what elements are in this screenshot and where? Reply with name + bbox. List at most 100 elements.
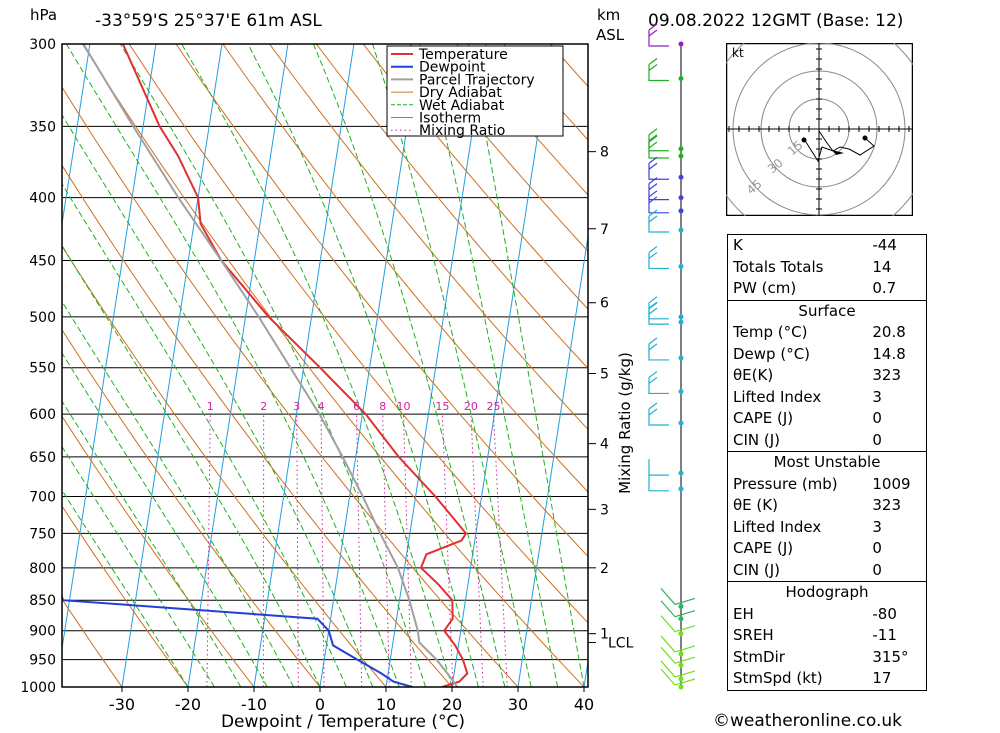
mixing-ratio-axis-title: Mixing Ratio (g/kg) xyxy=(616,352,634,494)
pressure-tick-label: 450 xyxy=(29,254,56,270)
lcl-label: LCL xyxy=(608,635,634,651)
mixing-ratio-line xyxy=(402,414,412,687)
pressure-tick-label: 1000 xyxy=(20,680,56,696)
dry-adiabat-line xyxy=(62,505,189,687)
dry-adiabat-line xyxy=(81,44,585,687)
hodograph-end-dot xyxy=(862,135,868,141)
wind-barb-feather xyxy=(648,215,658,223)
mixing-ratio-label: 25 xyxy=(487,400,501,413)
pressure-tick-label: 700 xyxy=(29,490,56,506)
unstable-section-title: Most Unstable xyxy=(727,451,927,474)
surface-value: 14.8 xyxy=(867,343,928,365)
wind-barb-feather xyxy=(648,307,658,315)
km-tick-label: 8 xyxy=(600,145,609,161)
hodo-label: StmSpd (kt) xyxy=(727,668,868,691)
dry-adiabat-line xyxy=(62,86,519,687)
wind-level-dot xyxy=(678,684,684,690)
mixing-ratio-label: 4 xyxy=(318,400,325,413)
surface-label: Lifted Index xyxy=(727,386,868,408)
mixing-ratio-line xyxy=(320,414,325,687)
isotherm-line xyxy=(62,44,157,652)
wind-level-dot xyxy=(678,41,684,47)
km-tick-label: 2 xyxy=(600,561,609,577)
mixing-ratio-line xyxy=(382,414,390,687)
index-value: 0.7 xyxy=(867,278,928,300)
dry-adiabat-line xyxy=(62,328,321,687)
wind-level-dot xyxy=(678,651,684,657)
hodograph-start-dot xyxy=(801,137,807,143)
pressure-tick-label: 400 xyxy=(29,191,56,207)
mixing-ratio-line xyxy=(206,414,211,687)
km-tick-label: 7 xyxy=(600,222,609,238)
wind-barb-feather xyxy=(648,296,658,304)
legend-entry: Isotherm xyxy=(419,111,481,127)
wind-barb xyxy=(648,308,669,325)
wind-level-dot xyxy=(678,676,684,682)
dry-adiabat-line xyxy=(269,44,588,431)
wind-level-dot xyxy=(678,616,684,622)
surface-section-title: Surface xyxy=(727,299,927,322)
wind-level-dot xyxy=(678,263,684,269)
isotherm-line xyxy=(253,44,355,687)
indices-table: K -44 Totals Totals 14 PW (cm) 0.7 Surface … xyxy=(727,234,928,691)
wind-level-dot xyxy=(678,208,684,214)
dry-adiabat-line xyxy=(175,44,588,558)
isotherm-line xyxy=(121,44,223,687)
wind-barb-feather xyxy=(648,251,658,259)
surface-value: 3 xyxy=(867,386,928,408)
series-temperature xyxy=(121,44,469,687)
wind-barb-feather xyxy=(648,29,658,37)
wind-barb-feather xyxy=(648,196,658,204)
unstable-label: Pressure (mb) xyxy=(727,473,868,495)
isotherm-line xyxy=(385,44,487,687)
km-tick-label: 3 xyxy=(600,502,609,518)
unstable-value: 323 xyxy=(867,495,928,517)
wind-level-dot xyxy=(678,355,684,361)
hodo-value: 17 xyxy=(867,668,928,691)
wind-level-dot xyxy=(678,420,684,426)
wind-barb-feather xyxy=(648,337,658,345)
wind-barb xyxy=(648,252,669,270)
wet-adiabat-line xyxy=(62,182,347,687)
wet-adiabat-line xyxy=(62,300,295,687)
wind-barb-feather xyxy=(648,156,658,164)
unstable-value: 0 xyxy=(867,538,928,560)
temp-tick-label: 0 xyxy=(315,695,325,714)
location-title: -33°59'S 25°37'E 61m ASL xyxy=(95,11,322,31)
legend-entry: Wet Adiabat xyxy=(419,98,505,114)
isotherm-line xyxy=(517,233,588,687)
wind-barb-feather xyxy=(648,408,658,416)
wind-barb xyxy=(648,142,669,159)
wet-adiabat-line xyxy=(62,400,242,687)
temp-tick-label: -10 xyxy=(241,695,267,714)
wind-barb-feather xyxy=(648,376,658,384)
wind-barb-feather xyxy=(648,63,658,71)
wet-adiabat-line xyxy=(62,244,321,687)
wet-adiabat-line xyxy=(62,489,189,687)
km-tick-label: 6 xyxy=(600,296,609,312)
wind-barb xyxy=(648,459,669,476)
wind-barb-feather xyxy=(648,343,658,351)
legend-entry: Dry Adiabat xyxy=(419,85,502,101)
isotherm-line xyxy=(451,44,553,687)
copyright-link[interactable]: ©weatheronline.co.uk xyxy=(713,711,903,731)
wind-barb xyxy=(660,600,696,618)
pressure-tick-label: 500 xyxy=(29,310,56,326)
wind-level-dot xyxy=(678,319,684,325)
dry-adiabat-line xyxy=(409,44,588,253)
wind-level-dot xyxy=(678,631,684,637)
wet-adiabat-line xyxy=(247,44,479,687)
hodo-label: StmDir xyxy=(727,646,868,668)
surface-value: 323 xyxy=(867,365,928,387)
legend-entry: Dewpoint xyxy=(419,60,486,76)
surface-value: 0 xyxy=(867,408,928,430)
temp-tick-label: -20 xyxy=(175,695,201,714)
mixing-ratio-label: 6 xyxy=(353,400,360,413)
wind-barb xyxy=(648,216,669,233)
mixing-ratio-line xyxy=(470,414,484,687)
hodo-value: -11 xyxy=(867,625,928,647)
wet-adiabat-line xyxy=(372,44,532,687)
wind-barb xyxy=(660,635,696,653)
wind-level-dot xyxy=(678,153,684,159)
